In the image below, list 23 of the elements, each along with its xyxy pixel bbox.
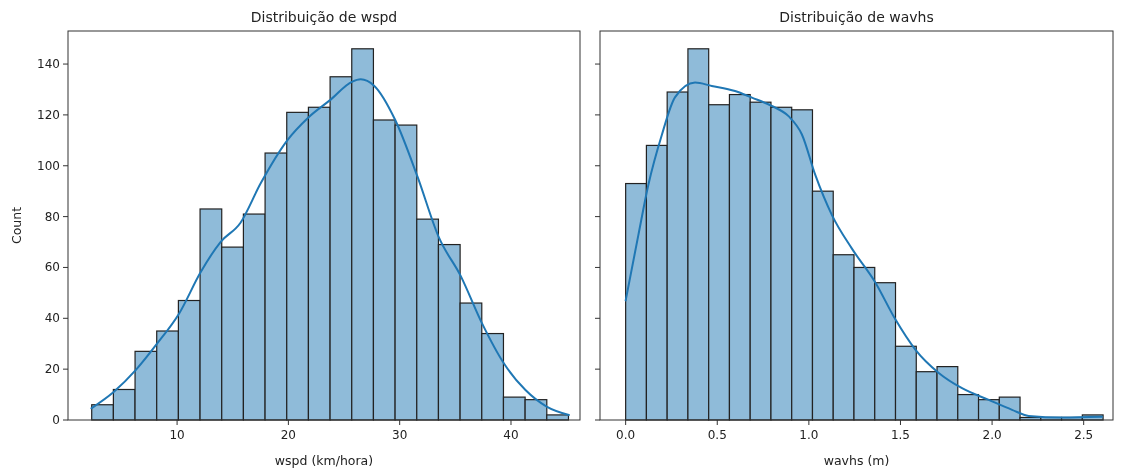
y-tick-label: 0 [52, 413, 60, 427]
chart-title: Distribuição de wavhs [779, 9, 934, 25]
x-tick-label: 10 [169, 428, 185, 442]
x-tick-label: 1.0 [799, 428, 819, 442]
y-tick-label: 120 [37, 107, 60, 122]
y-axis-title: Count [9, 206, 24, 245]
x-tick-label: 2.0 [982, 428, 1002, 442]
x-tick-label: 2.5 [1074, 428, 1094, 442]
x-tick-label: 0.0 [616, 428, 636, 442]
y-tick-label: 100 [37, 158, 60, 173]
y-tick-label: 80 [44, 209, 60, 224]
chart-title: Distribuição de wspd [250, 9, 398, 25]
y-tick-label: 60 [44, 260, 60, 275]
x-tick-label: 30 [392, 428, 408, 442]
x-axis-title: wavhs (m) [823, 453, 890, 468]
x-axis-title: wspd (km/hora) [274, 453, 374, 468]
x-tick-label: 0.5 [707, 428, 727, 442]
x-tick-label: 40 [503, 428, 519, 442]
x-tick-label: 20 [280, 428, 297, 442]
y-tick-label: 40 [44, 311, 60, 326]
x-tick-label: 1.5 [890, 428, 911, 442]
y-tick-label: 140 [37, 57, 60, 72]
y-tick-label: 20 [44, 362, 60, 377]
